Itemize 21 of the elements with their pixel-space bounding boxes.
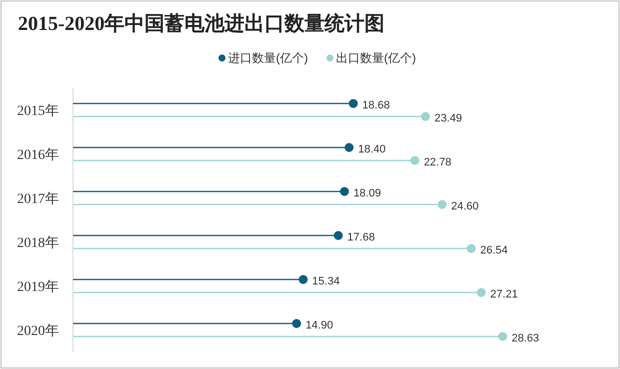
y-tick-label: 2019年 [17, 279, 59, 295]
data-label: 23.49 [434, 112, 462, 124]
data-label: 18.09 [353, 188, 381, 200]
legend-label: 进口数量(亿个) [228, 51, 308, 65]
legend-label: 出口数量(亿个) [336, 51, 416, 65]
data-label: 14.90 [306, 320, 334, 332]
y-tick-label: 2015年 [17, 103, 59, 119]
chart-title: 2015-2020年中国蓄电池进出口数量统计图 [18, 12, 385, 35]
y-tick-label: 2017年 [17, 191, 59, 207]
data-label: 18.68 [362, 100, 390, 112]
data-label: 22.78 [424, 156, 452, 168]
data-label: 24.60 [451, 200, 479, 212]
data-label: 15.34 [312, 276, 340, 288]
data-label: 27.21 [490, 288, 518, 300]
data-label: 26.54 [480, 244, 508, 256]
data-label: 28.63 [512, 332, 540, 344]
data-label: 17.68 [347, 232, 375, 244]
data-label: 18.40 [358, 144, 386, 156]
y-tick-label: 2020年 [17, 323, 59, 339]
y-tick-label: 2018年 [17, 235, 59, 251]
y-tick-label: 2016年 [17, 147, 59, 163]
